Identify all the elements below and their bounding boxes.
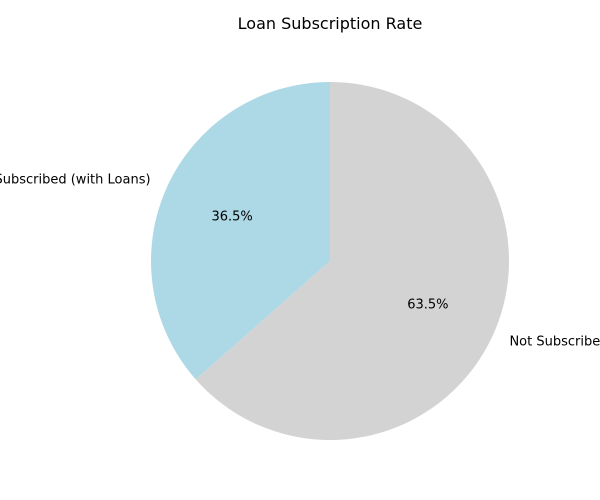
pie-slices [150, 82, 510, 440]
chart-title: Loan Subscription Rate [238, 14, 423, 33]
slice-percent-label-0: 36.5% [211, 209, 252, 224]
pie-slice-1 [195, 82, 510, 440]
pie-labels: 36.5% Subscribed (with Loans) 63.5% Not Sub… [0, 172, 600, 349]
slice-percent-label-1: 63.5% [407, 298, 448, 313]
slice-category-label-1: Not Subscribed [509, 335, 600, 350]
pie-slice-0 [150, 82, 330, 380]
slice-category-label-0: Subscribed (with Loans) [0, 172, 151, 187]
